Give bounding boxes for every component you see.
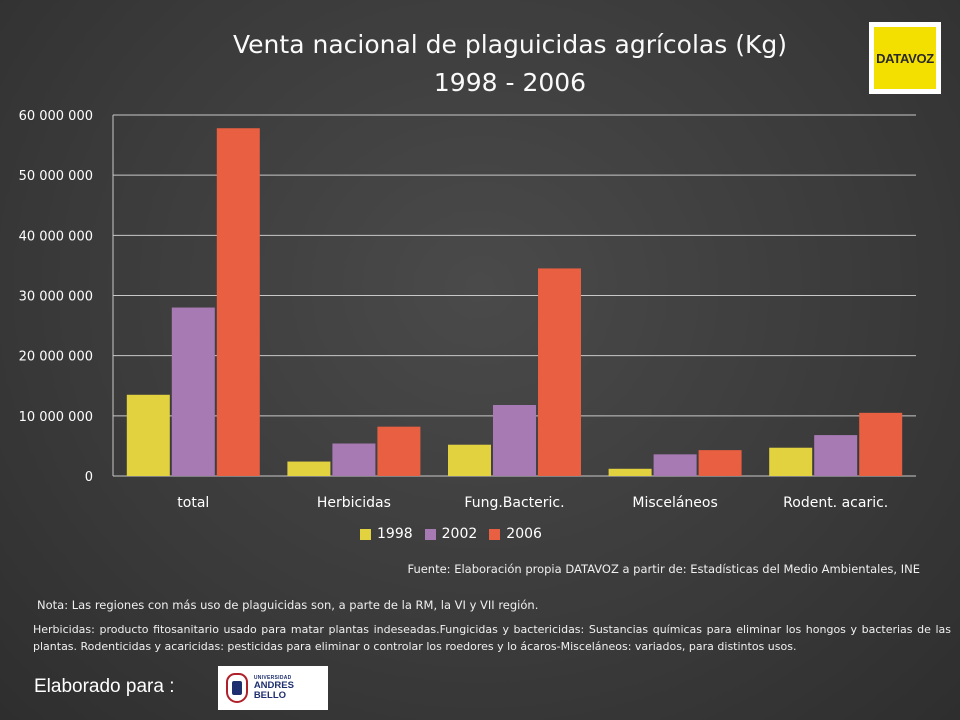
chart-subtitle: 1998 - 2006: [433, 68, 587, 97]
legend-swatch: [489, 528, 501, 540]
legend-swatch: [424, 528, 436, 540]
bar-2002: [332, 443, 376, 476]
chart-legend: 1998 2002 2006: [360, 526, 542, 542]
x-tick-label: Misceláneos: [632, 495, 717, 511]
bar-2006: [216, 128, 260, 476]
university-name: ANDRES BELLO: [253, 680, 294, 701]
elaborado-para-label: Elaborado para :: [34, 676, 175, 697]
bar-2002: [653, 454, 697, 476]
x-tick-label: Herbicidas: [317, 495, 391, 511]
legend-item-2006: 2006: [489, 526, 542, 542]
y-tick-label: 0: [85, 470, 93, 485]
bar-2006: [698, 450, 742, 476]
university-word: UNIVERSIDAD: [253, 675, 292, 681]
legend-label: 1998: [377, 526, 413, 542]
bar-2006: [859, 412, 903, 476]
bar-2002: [493, 405, 536, 476]
bar-1998: [608, 468, 652, 476]
bar-2002: [814, 435, 858, 476]
legend-item-1998: 1998: [360, 526, 413, 542]
y-tick-label: 10 000 000: [19, 410, 93, 425]
legend-label: 2002: [441, 526, 478, 542]
bar-1998: [126, 394, 170, 476]
university-seal-icon: [226, 673, 248, 703]
legend-swatch: [360, 528, 371, 540]
x-tick-label: Fung.Bacteric.: [464, 495, 564, 511]
legend-item-2002: 2002: [424, 526, 478, 542]
regions-note: Nota: Las regiones con más uso de plagui…: [37, 598, 539, 612]
y-tick-label: 30 000 000: [19, 290, 93, 305]
bar-1998: [287, 461, 331, 476]
bar-2006: [377, 426, 421, 476]
bar-1998: [448, 444, 491, 476]
category-descriptions: Herbicidas: producto fitosanitario usado…: [33, 623, 951, 653]
x-tick-label: total: [177, 495, 209, 511]
source-note: Fuente: Elaboración propia DATAVOZ a par…: [407, 562, 920, 576]
y-tick-label: 20 000 000: [19, 350, 93, 365]
y-tick-label: 40 000 000: [19, 229, 93, 244]
y-tick-label: 60 000 000: [19, 109, 93, 124]
datavoz-logo: DATAVOZ: [869, 22, 941, 94]
universidad-andres-bello-logo: UNIVERSIDAD ANDRES BELLO: [218, 666, 328, 710]
y-tick-label: 50 000 000: [19, 169, 93, 184]
chart-title-block: Venta nacional de plaguicidas agrícolas …: [120, 26, 900, 102]
chart-title: Venta nacional de plaguicidas agrícolas …: [233, 30, 787, 59]
bar-1998: [769, 447, 813, 476]
legend-label: 2006: [506, 526, 542, 542]
datavoz-logo-text: DATAVOZ: [874, 27, 936, 89]
x-tick-label: Rodent. acaric.: [783, 495, 888, 511]
bar-2006: [538, 268, 581, 476]
bar-2002: [171, 307, 215, 476]
